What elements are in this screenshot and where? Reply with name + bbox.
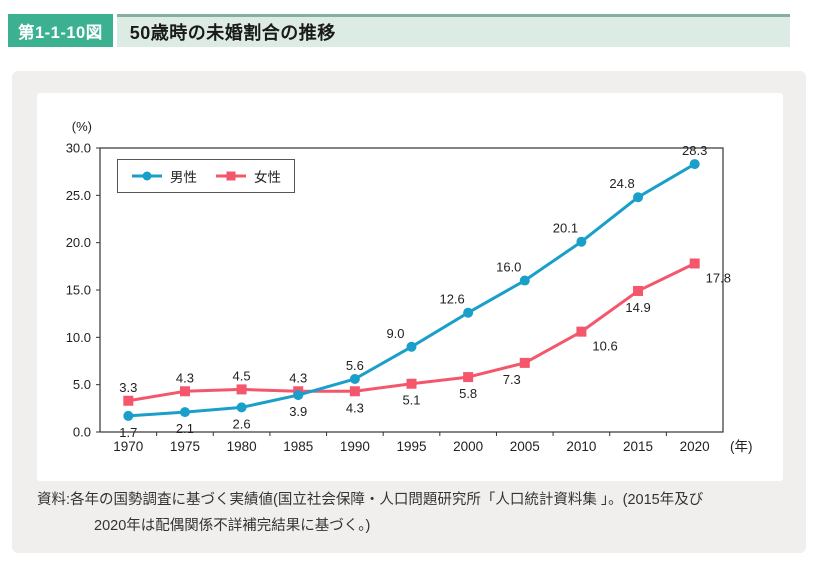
x-tick-label: 1970	[113, 439, 143, 454]
data-point-male	[236, 402, 247, 413]
data-label-male: 9.0	[386, 326, 404, 341]
data-point-female	[576, 326, 587, 337]
data-label-male: 3.9	[289, 404, 307, 419]
x-tick-label: 1995	[396, 439, 426, 454]
data-point-male	[576, 236, 587, 247]
figure-header: 第1-1-10図 50歳時の未婚割合の推移	[8, 14, 790, 47]
y-axis-unit-label: (%)	[72, 119, 92, 134]
data-label-female: 17.8	[706, 270, 731, 285]
female-line-marker-icon	[216, 171, 246, 181]
data-point-female	[689, 258, 700, 269]
figure-number-badge: 第1-1-10図	[8, 14, 113, 47]
data-label-male: 2.1	[176, 421, 194, 436]
figure-panel: 0.0 5.0 10.0 15.0 20.0 25.0 30.0 (%) 1970 1975 198…	[12, 71, 806, 553]
data-point-female	[519, 357, 530, 368]
data-point-female	[406, 378, 417, 389]
data-label-male: 5.6	[346, 358, 364, 373]
male-line-marker-icon	[132, 171, 162, 181]
figure-title: 50歳時の未婚割合の推移	[129, 23, 336, 43]
data-label-female: 5.1	[402, 393, 420, 408]
data-point-male	[123, 410, 134, 421]
legend-label-male: 男性	[170, 170, 197, 185]
legend-label-female: 女性	[254, 170, 281, 185]
data-point-male	[519, 275, 530, 286]
chart-legend: 男性 女性	[117, 159, 295, 193]
figure-title-bar: 50歳時の未婚割合の推移	[116, 14, 790, 47]
x-tick-label: 1985	[283, 439, 313, 454]
chart-svg: 0.0 5.0 10.0 15.0 20.0 25.0 30.0 (%) 1970 1975 198…	[66, 119, 753, 454]
data-point-male	[179, 407, 190, 418]
x-tick-label: 1980	[227, 439, 257, 454]
data-point-male	[689, 159, 700, 170]
data-point-female	[349, 386, 360, 397]
data-label-male: 12.6	[439, 292, 464, 307]
x-tick-label: 2000	[453, 439, 483, 454]
data-label-female: 4.3	[176, 370, 194, 385]
data-label-female: 7.3	[503, 372, 521, 387]
series-line-male	[128, 162, 696, 418]
legend-item-female: 女性	[215, 166, 281, 186]
data-point-female	[179, 386, 190, 397]
y-tick-label: 20.0	[66, 235, 91, 250]
data-point-male	[406, 341, 417, 352]
chart-card: 0.0 5.0 10.0 15.0 20.0 25.0 30.0 (%) 1970 1975 198…	[37, 93, 783, 481]
data-point-female	[236, 384, 247, 395]
source-line-1: 資料:各年の国勢調査に基づく実績値(国立社会保障・人口問題研究所「人口統計資料集…	[37, 492, 704, 508]
data-point-female	[633, 285, 644, 296]
data-label-female: 5.8	[459, 386, 477, 401]
x-tick-label: 1990	[340, 439, 370, 454]
x-tick-label: 2005	[510, 439, 540, 454]
data-label-male: 20.1	[553, 221, 578, 236]
x-tick-label: 2020	[680, 439, 710, 454]
data-point-female	[123, 395, 134, 406]
data-point-male	[463, 307, 474, 318]
data-label-female: 3.3	[119, 380, 137, 395]
data-label-male: 28.3	[682, 143, 707, 158]
data-label-male: 16.0	[496, 260, 521, 275]
data-label-male: 2.6	[233, 416, 251, 431]
y-tick-label: 5.0	[73, 377, 91, 392]
data-label-male: 24.8	[609, 176, 634, 191]
data-point-female	[463, 372, 474, 383]
y-tick-label: 15.0	[66, 283, 91, 298]
x-tick-label: 1975	[170, 439, 200, 454]
data-label-female: 10.6	[592, 339, 617, 354]
data-point-male	[633, 192, 644, 203]
data-label-female: 4.3	[346, 400, 364, 415]
data-label-female: 4.3	[289, 370, 307, 385]
y-tick-label: 10.0	[66, 330, 91, 345]
x-tick-label: 2015	[623, 439, 653, 454]
source-note: 資料:各年の国勢調査に基づく実績値(国立社会保障・人口問題研究所「人口統計資料集…	[37, 487, 789, 539]
source-line-2: 2020年は配偶関係不詳補完結果に基づく。)	[94, 518, 371, 534]
data-label-male: 1.7	[119, 425, 137, 440]
data-point-male	[349, 373, 360, 384]
data-label-female: 14.9	[625, 300, 650, 315]
x-axis-unit-label: (年)	[730, 439, 753, 454]
x-tick-label: 2010	[566, 439, 596, 454]
y-tick-label: 25.0	[66, 188, 91, 203]
legend-item-male: 男性	[131, 166, 197, 186]
y-tick-label: 0.0	[73, 425, 91, 440]
data-point-male	[293, 390, 304, 401]
data-label-female: 4.5	[233, 368, 251, 383]
y-tick-label: 30.0	[66, 141, 91, 156]
